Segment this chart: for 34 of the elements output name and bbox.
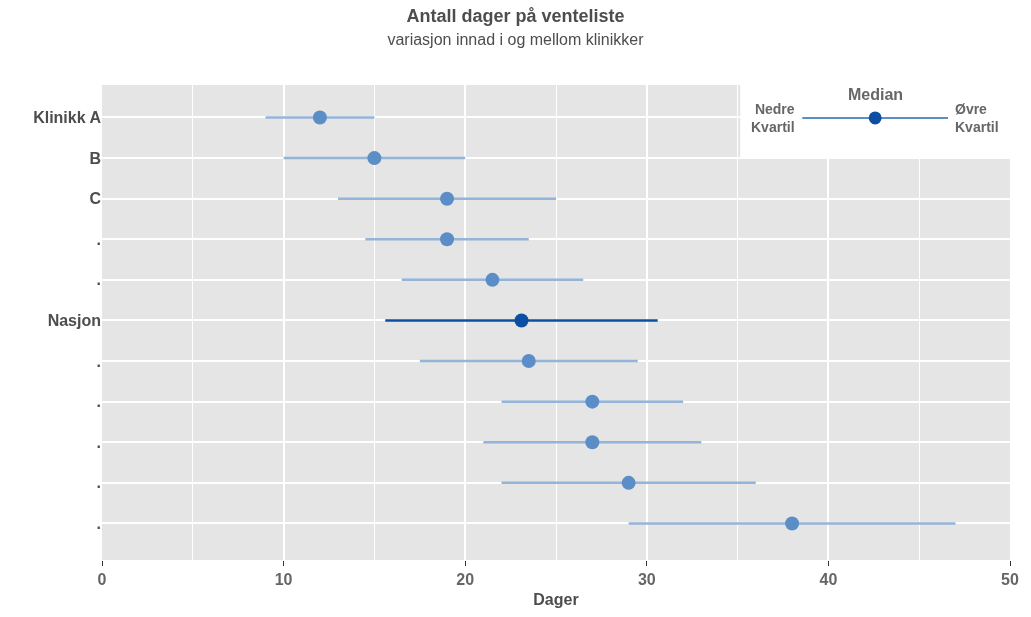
- y-tick-label: Nasjon: [47, 312, 101, 330]
- y-tick-label: .: [96, 474, 101, 492]
- point: [367, 151, 382, 166]
- point: [312, 110, 327, 125]
- point: [521, 354, 536, 369]
- point: [621, 475, 636, 490]
- point: [440, 232, 455, 247]
- y-tick-label: .: [96, 271, 101, 289]
- x-tick-label: 20: [456, 571, 475, 589]
- y-tick-label: .: [96, 230, 101, 248]
- y-tick-label: B: [89, 149, 101, 167]
- point: [485, 272, 500, 287]
- y-tick-label: Klinikk A: [33, 109, 102, 127]
- point: [785, 516, 800, 531]
- y-tick-label: .: [96, 433, 101, 451]
- y-tick-label: C: [89, 190, 102, 208]
- annotation: Nedre Kvartil: [751, 101, 795, 136]
- y-tick-label: .: [96, 352, 101, 370]
- annotation: Øvre Kvartil: [955, 101, 999, 136]
- y-tick-label: .: [96, 515, 101, 533]
- x-tick-label: 40: [819, 571, 838, 589]
- x-tick-label: 50: [1001, 571, 1019, 589]
- point: [585, 394, 600, 409]
- x-tick-label: 0: [97, 571, 107, 589]
- point: [585, 435, 600, 450]
- x-axis-title: Dager: [533, 590, 579, 608]
- annotation: Median: [848, 86, 904, 103]
- x-tick-label: 10: [274, 571, 293, 589]
- chart-subtitle: variasjon innad i og mellom klinikker: [387, 31, 645, 48]
- x-tick-label: 30: [637, 571, 656, 589]
- y-tick-label: .: [96, 393, 101, 411]
- point: [440, 191, 455, 206]
- point: [514, 313, 529, 328]
- chart-title: Antall dager på venteliste: [406, 5, 625, 26]
